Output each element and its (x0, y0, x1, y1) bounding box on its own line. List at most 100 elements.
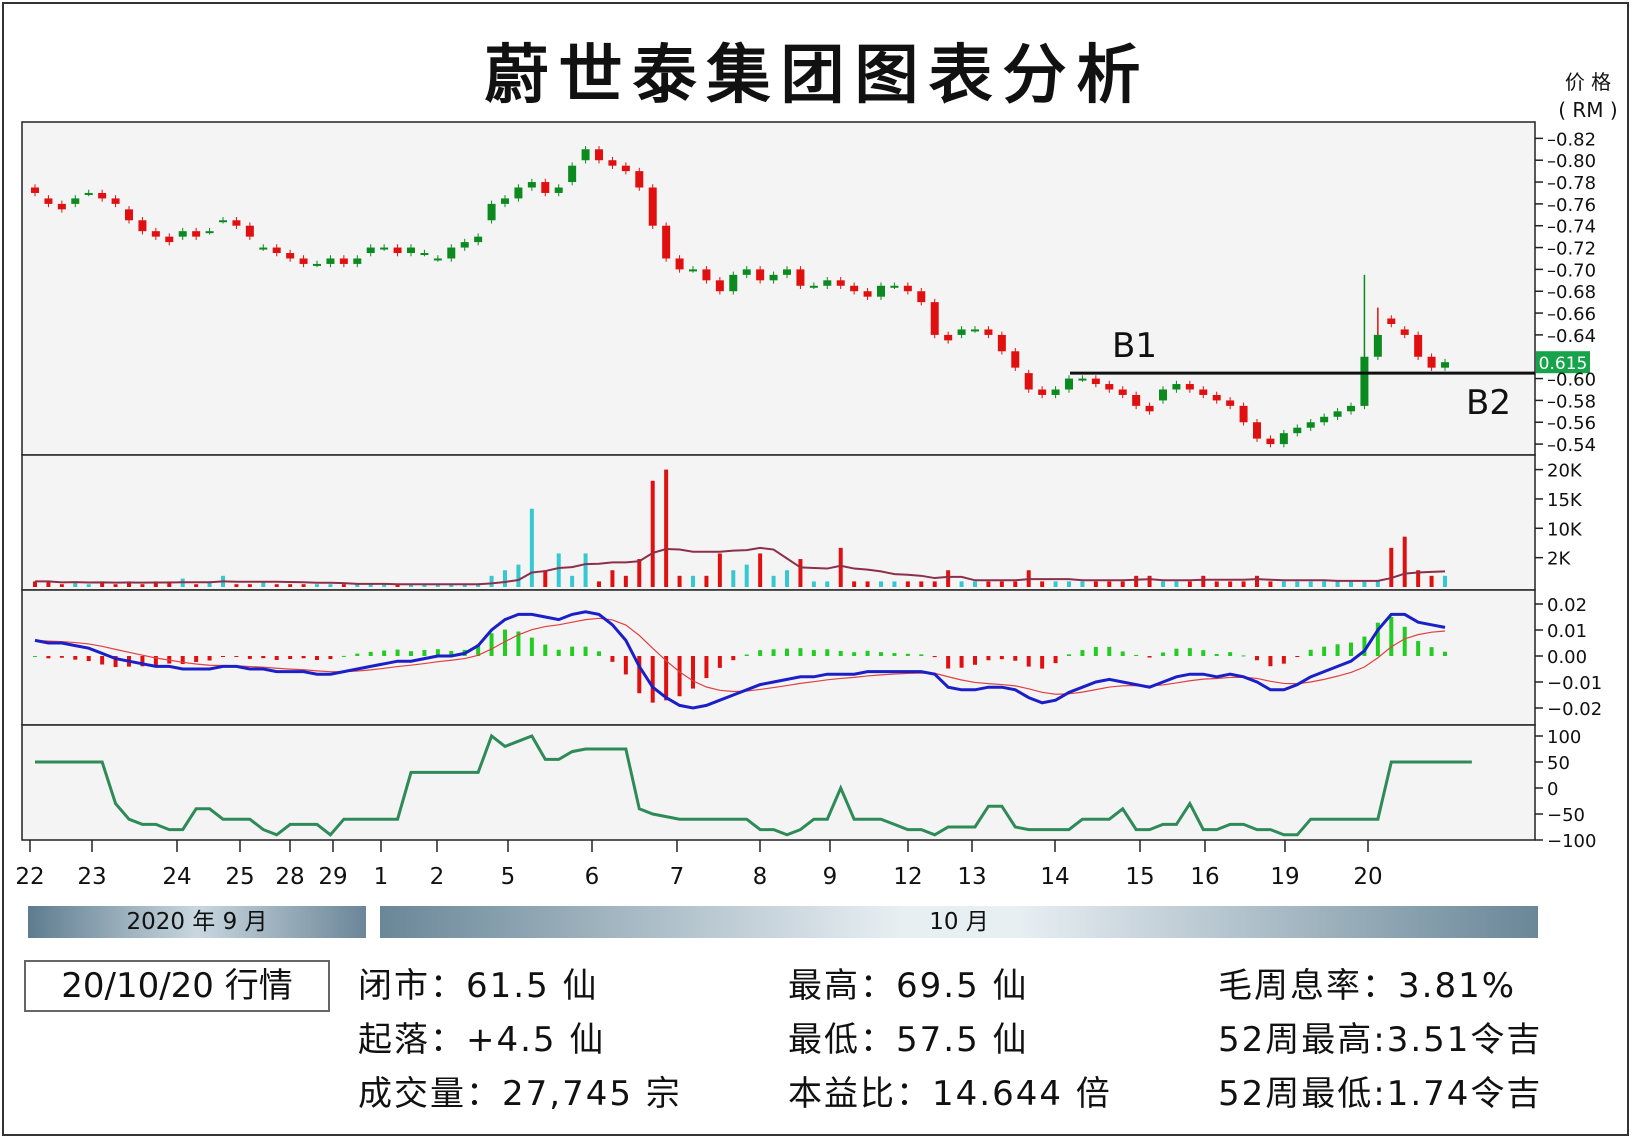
macd-histogram-bar (46, 656, 51, 659)
macd-histogram-bar (677, 656, 682, 697)
x-tick-label: 2 (430, 864, 445, 890)
macd-histogram-bar (59, 656, 64, 658)
volume-bar (919, 581, 924, 587)
macd-histogram-bar (86, 656, 91, 662)
macd-histogram-bar (1107, 646, 1112, 656)
candle-body (648, 187, 657, 226)
candle-body (1253, 422, 1261, 439)
candle-body (1360, 356, 1369, 406)
volume-bar (892, 581, 897, 587)
price-tick-label: –0.64 (1547, 326, 1596, 347)
volume-bar (1134, 575, 1139, 587)
volume-tick-label: 2K (1547, 549, 1571, 570)
macd-histogram-bar (73, 656, 78, 660)
macd-tick-label: 0.01 (1547, 621, 1587, 642)
candle-body (151, 231, 160, 237)
candle-body (702, 269, 711, 281)
candle-body (232, 220, 241, 226)
x-tick-label: 15 (1125, 864, 1154, 890)
macd-histogram-bar (556, 649, 561, 656)
candle-body (957, 329, 966, 335)
macd-histogram-bar (825, 649, 830, 656)
macd-histogram-bar (489, 633, 494, 656)
macd-histogram-bar (758, 650, 763, 656)
x-tick-label: 29 (318, 864, 347, 890)
volume-bar (959, 581, 964, 587)
x-tick-label: 19 (1270, 864, 1299, 890)
last-price-tag (1536, 351, 1590, 374)
volume-tick-label: 15K (1547, 490, 1583, 511)
volume-bar (905, 581, 910, 587)
candle-body (460, 242, 469, 248)
price-tick-label: –0.60 (1547, 370, 1596, 391)
volume-bar (623, 575, 628, 587)
candle-body (111, 198, 120, 204)
candle-body (1306, 422, 1315, 428)
candle-body (1038, 389, 1047, 395)
macd-histogram-bar (986, 656, 991, 661)
candle-body (581, 149, 590, 161)
macd-histogram-bar (865, 650, 870, 656)
macd-histogram-bar (221, 656, 225, 658)
volume-bar (1214, 581, 1219, 587)
macd-histogram-bar (153, 656, 158, 667)
volume-bar (838, 547, 843, 587)
macd-tick-label: 0.02 (1547, 595, 1587, 616)
candle-body (1279, 433, 1288, 445)
x-tick-label: 24 (162, 864, 191, 890)
x-tick-label: 1 (374, 864, 389, 890)
volume-bar (1255, 575, 1259, 587)
candle-body (407, 247, 415, 254)
volume-bar (59, 584, 64, 587)
volume-bar (879, 581, 883, 587)
price-tick-label: –0.78 (1547, 173, 1596, 194)
candle-body (501, 198, 509, 204)
volume-bar (597, 581, 601, 587)
candle-body (568, 165, 577, 183)
cci-tick-label: −50 (1547, 805, 1585, 826)
macd-histogram-bar (583, 646, 588, 656)
date-box: 20/10/20 行情 (24, 960, 330, 1012)
volume-bar (395, 584, 400, 587)
volume-bar (677, 575, 682, 587)
macd-histogram-bar (1281, 656, 1286, 664)
macd-histogram-bar (852, 652, 857, 656)
macd-line (34, 610, 1446, 710)
candle-body (272, 247, 281, 254)
volume-bar (113, 584, 118, 587)
macd-histogram-bar (234, 656, 239, 657)
volume-bar (435, 584, 440, 587)
candle-body (433, 258, 442, 261)
price-panel (21, 121, 1536, 456)
cci-tick-label: 100 (1547, 727, 1581, 748)
price-tick-label: –0.76 (1547, 195, 1596, 216)
macd-histogram-bar (623, 656, 628, 675)
candle-body (98, 192, 107, 199)
macd-histogram-bar (637, 656, 642, 694)
stat-close: 闭市：61.5 仙 (358, 966, 599, 1006)
price-tick-label: –0.82 (1547, 129, 1596, 150)
candle-body (689, 269, 697, 272)
x-tick-label: 20 (1353, 864, 1382, 890)
stat-yield: 毛周息率：3.81% (1218, 966, 1517, 1006)
price-unit-line1: 价 格 (1564, 70, 1612, 94)
volume-bar (234, 584, 239, 587)
volume-bar (86, 584, 91, 587)
macd-histogram-bar (946, 656, 951, 669)
volume-bar (785, 570, 789, 587)
candle-body (850, 285, 859, 292)
volume-bar (1416, 570, 1421, 587)
macd-histogram-bar (1013, 656, 1018, 661)
price-tick-label: –0.80 (1547, 151, 1596, 172)
candle-body (326, 258, 335, 264)
volume-bar (1241, 581, 1246, 587)
volume-bar (771, 575, 776, 587)
candle-body (944, 334, 953, 341)
candle-body (178, 231, 187, 237)
macd-histogram-bar (892, 653, 897, 656)
volume-bar (207, 581, 212, 587)
candle-body (541, 182, 550, 193)
stock-chart: 0.615 –0.82–0.80–0.78–0.76–0.74–0.72–0.70… (15, 121, 1602, 890)
candle-body (1226, 400, 1235, 406)
